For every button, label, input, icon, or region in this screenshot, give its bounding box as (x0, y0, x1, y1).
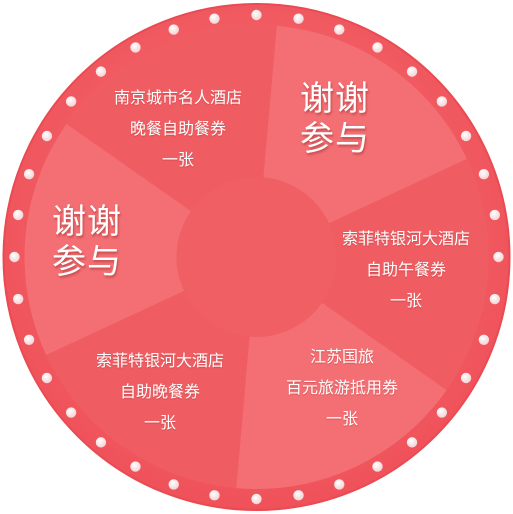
segment-6-line-1: 谢谢 (52, 202, 122, 242)
rim-bulb (293, 490, 304, 501)
segment-3-line-2: 自助午餐券 (365, 260, 446, 279)
segment-2-line-2: 参与 (300, 119, 370, 159)
wheel-segment-5 (24, 123, 257, 356)
segment-4-line-1: 江苏国旅 (309, 347, 374, 366)
rim-bulb (65, 96, 77, 107)
segment-1-line-2: 晚餐自助餐券 (129, 119, 226, 138)
segment-3-line-3: 一张 (389, 291, 422, 310)
segment-6-thanks-label: 谢谢 参与 (42, 205, 132, 285)
rim-bulb (478, 169, 490, 180)
rim-bulb (489, 293, 501, 305)
segment-5-line-1: 索菲特银河大酒店 (95, 351, 224, 370)
segment-3-line-1: 索菲特银河大酒店 (341, 229, 470, 248)
rim-bulb (130, 461, 141, 472)
segment-6-line-2: 参与 (52, 242, 122, 282)
rim-bulb (334, 479, 345, 490)
rim-bulb (436, 407, 448, 418)
rim-bulb (334, 24, 345, 35)
wheel-segment-2 (256, 158, 489, 391)
segment-1-line-1: 南京城市名人酒店 (113, 88, 242, 107)
segment-4-line-2: 百元旅游抵用券 (285, 378, 398, 397)
rim-bulb (436, 96, 448, 107)
rim-bulb (95, 437, 107, 448)
rim-bulb (41, 372, 53, 384)
rim-bulb (489, 209, 501, 221)
rim-bulb (209, 490, 220, 501)
rim-bulb (460, 130, 472, 142)
rim-bulb (130, 42, 141, 53)
rim-bulb (95, 66, 107, 77)
rim-bulb (65, 407, 77, 418)
rim-bulb (372, 461, 383, 472)
rim-bulb (168, 24, 179, 35)
rim-bulb (372, 42, 383, 53)
segment-4-line-3: 一张 (325, 409, 358, 428)
rim-bulb (23, 334, 35, 345)
segment-2-thanks-label: 谢谢 参与 (290, 82, 380, 162)
segment-5-prize-label: 索菲特银河大酒店 自助晚餐券 一张 (78, 353, 242, 446)
rim-bulb (406, 437, 418, 448)
segment-1-line-3: 一张 (161, 150, 194, 169)
segment-2-line-1: 谢谢 (300, 79, 370, 119)
rim-bulb (293, 13, 304, 24)
rim-bulbs (9, 9, 504, 505)
rim-bulb (460, 372, 472, 384)
rim-bulb (12, 293, 24, 305)
rim-bulb (406, 66, 418, 77)
rim-bulb (493, 251, 504, 263)
rim-bulb (251, 493, 262, 505)
rim-bulb (41, 130, 53, 142)
rim-bulb (23, 169, 35, 180)
rim-bulb (251, 9, 262, 21)
segment-5-line-2: 自助晚餐券 (119, 382, 200, 401)
rim-bulb (478, 334, 490, 345)
rim-bulb (209, 13, 220, 24)
segment-3-prize-label: 索菲特银河大酒店 自助午餐券 一张 (324, 231, 488, 324)
segment-4-prize-label: 江苏国旅 百元旅游抵用券 一张 (262, 349, 422, 442)
segment-1-prize-label: 南京城市名人酒店 晚餐自助餐券 一张 (96, 90, 260, 183)
rim-bulb (9, 251, 20, 263)
rim-bulb (168, 479, 179, 490)
segment-5-line-3: 一张 (143, 413, 176, 432)
rim-bulb (12, 209, 24, 221)
wheel-hub (176, 177, 337, 337)
